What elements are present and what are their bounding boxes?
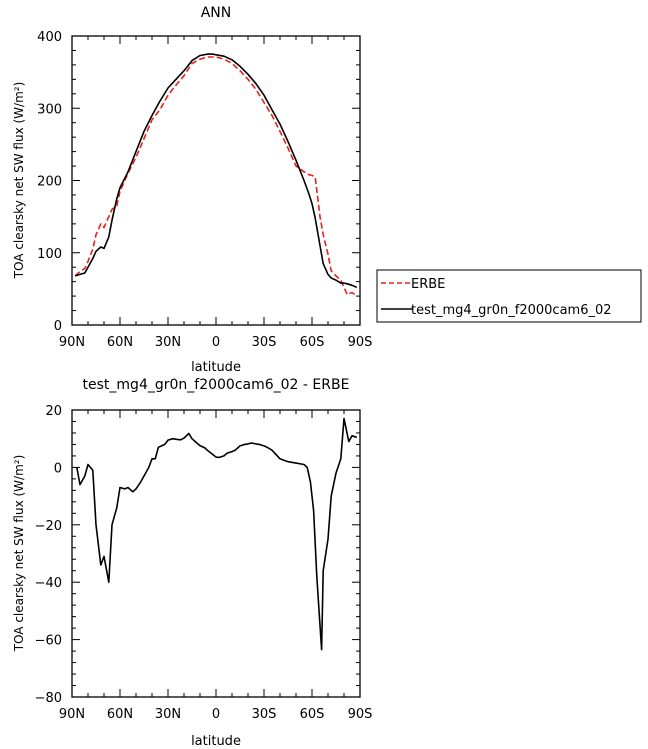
top-plot-frame	[71, 35, 361, 326]
bottom-x-tick-label: 90N	[59, 707, 85, 722]
top-y-tick-label: 100	[37, 247, 62, 262]
bottom-y-tick-label: −40	[35, 576, 62, 591]
bottom-y-tick-label: −20	[35, 519, 62, 534]
top-plot-area: 90N 60N 30N 0 30S 60S 90S 0 100 200 300 400	[37, 30, 372, 350]
top-x-tick-label: 60N	[107, 335, 133, 350]
bottom-plot-area: 90N 60N 30N 0 30S 60S 90S −80 −60 −40 −20 0 20	[35, 404, 373, 722]
bottom-x-tick-label: 30S	[252, 707, 277, 722]
top-x-tick-label: 30S	[252, 335, 277, 350]
top-x-axis-label: latitude	[191, 360, 241, 375]
bottom-panel: test_mg4_gr0n_f2000cam6_02 - ERBE 90N 60N…	[12, 377, 372, 749]
bottom-x-tick-label: 0	[212, 707, 220, 722]
top-y-tick-label: 0	[54, 319, 62, 334]
bottom-x-axis-label: latitude	[191, 734, 241, 749]
top-x-tick-label: 60S	[300, 335, 325, 350]
top-y-tick-label: 300	[37, 102, 62, 117]
bottom-plot-frame	[71, 409, 361, 698]
bottom-y-tick-label: −80	[35, 691, 62, 706]
bottom-y-axis-label: TOA clearsky net SW flux (W/m²)	[12, 455, 26, 653]
bottom-y-tick-label: 0	[54, 461, 62, 476]
top-y-tick-label: 400	[37, 30, 62, 45]
legend-model-label: test_mg4_gr0n_f2000cam6_02	[411, 303, 612, 318]
bottom-y-tick-label: −60	[35, 634, 62, 649]
bottom-x-tick-label: 90S	[348, 707, 373, 722]
top-y-tick-label: 200	[37, 175, 62, 190]
top-x-tick-label: 0	[212, 335, 220, 350]
bottom-x-tick-label: 30N	[155, 707, 181, 722]
bottom-y-tick-label: 20	[45, 404, 62, 419]
top-x-tick-label: 90N	[59, 335, 85, 350]
bottom-x-tick-label: 60S	[300, 707, 325, 722]
legend-erbe-label: ERBE	[411, 277, 445, 292]
top-series-line-0	[74, 56, 358, 297]
bottom-x-tick-label: 60N	[107, 707, 133, 722]
legend: ERBE test_mg4_gr0n_f2000cam6_02	[376, 269, 642, 323]
top-title: ANN	[201, 5, 232, 21]
top-x-tick-label: 90S	[348, 335, 373, 350]
top-series-line-1	[74, 53, 358, 289]
top-y-axis-label: TOA clearsky net SW flux (W/m²)	[12, 82, 26, 280]
bottom-series-line-0	[76, 417, 358, 651]
bottom-title: test_mg4_gr0n_f2000cam6_02 - ERBE	[83, 377, 350, 393]
legend-box	[376, 269, 642, 323]
top-x-tick-label: 30N	[155, 335, 181, 350]
top-panel: ANN 90N 60N 30N 0 30S 60S 90S 0 100 200 300 400 lat…	[12, 5, 372, 375]
